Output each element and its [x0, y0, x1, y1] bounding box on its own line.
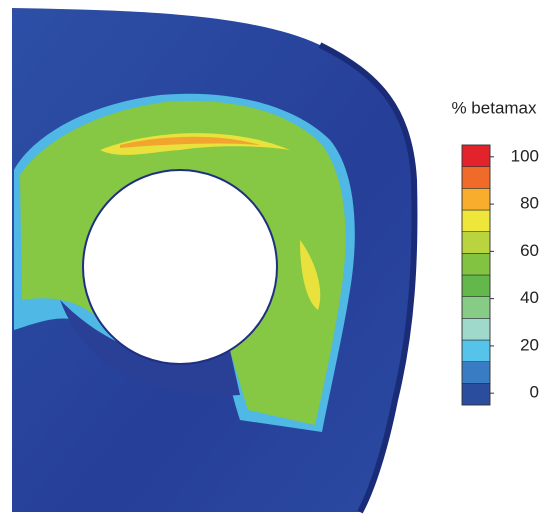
colorbar-band [461, 209, 491, 232]
colorbar-band [461, 253, 491, 276]
colorbar-band [461, 383, 491, 406]
colorbar-title: % betamax [451, 98, 537, 117]
hole [82, 169, 278, 365]
colorbar-band [461, 144, 491, 167]
colorbar-tick-label: 60 [520, 241, 539, 260]
colorbar-frame [461, 144, 491, 406]
colorbar-band [461, 274, 491, 297]
colorbar-tick-label: 80 [520, 194, 539, 213]
band-orange [120, 136, 260, 148]
colorbar-tick-label: 100 [511, 146, 539, 165]
colorbar-band [461, 339, 491, 362]
contour-field [12, 8, 418, 514]
colorbar: 0 20 40 60 80 100 [461, 144, 539, 406]
shadow [60, 300, 240, 396]
colorbar-band [461, 361, 491, 384]
colorbar-band [461, 166, 491, 189]
part-edge [318, 42, 418, 514]
colorbar-band [461, 318, 491, 341]
band-yellow [100, 133, 321, 310]
colorbar-band [461, 231, 491, 254]
colorbar-tick-label: 40 [520, 288, 539, 307]
colorbar-tick-label: 0 [530, 383, 539, 402]
colorbar-tick-label: 20 [520, 335, 539, 354]
colorbar-band [461, 188, 491, 211]
colorbar-band [461, 296, 491, 319]
